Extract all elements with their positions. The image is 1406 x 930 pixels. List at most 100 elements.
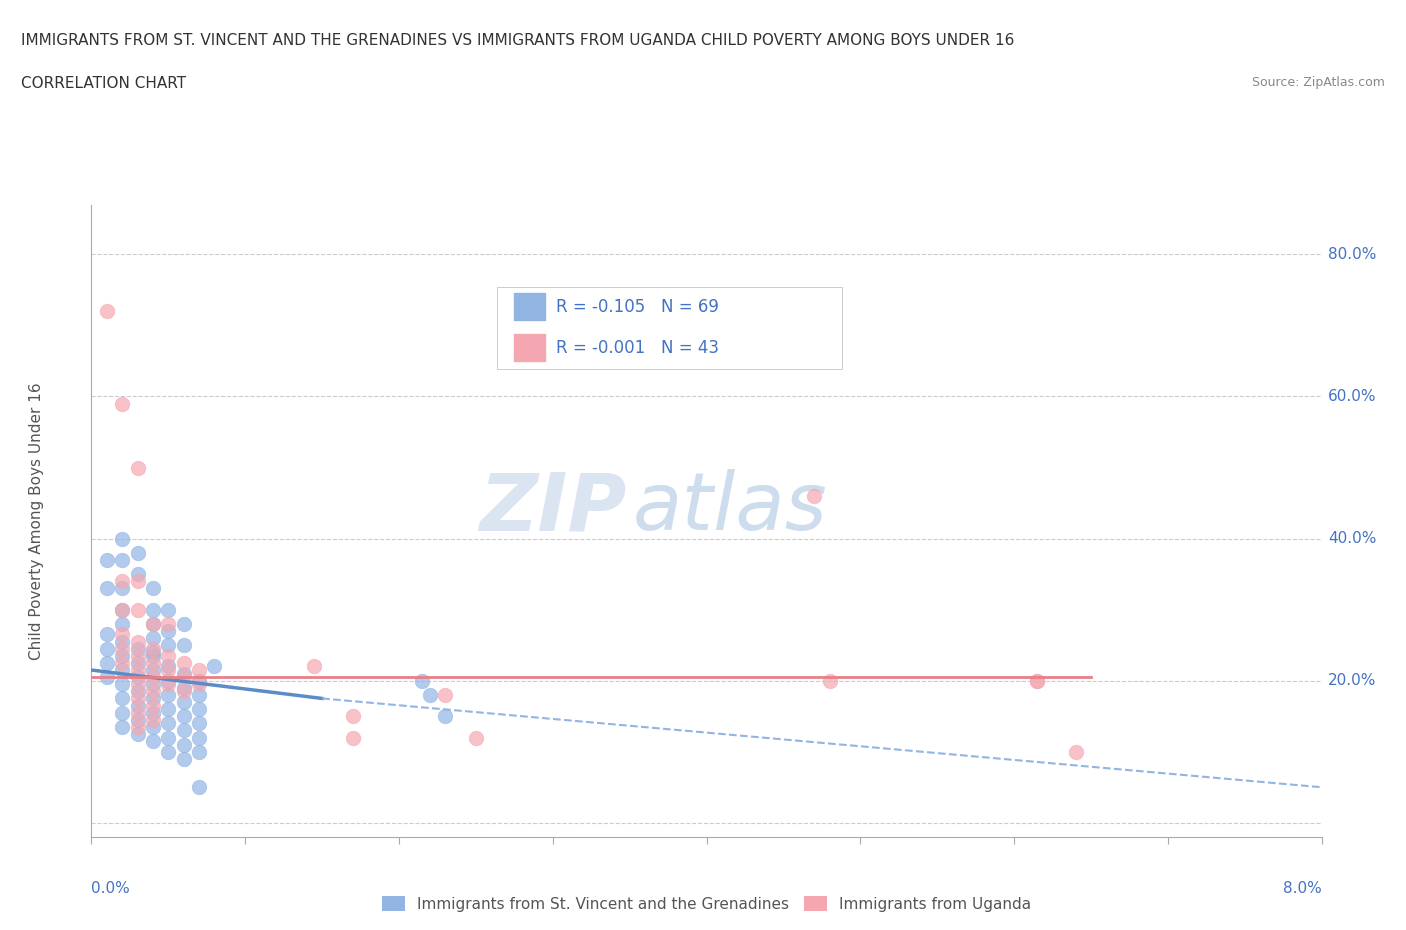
Point [127,726,149,741]
Point [111,648,134,663]
Point [188,701,211,716]
Point [96,670,118,684]
Point [111,691,134,706]
Point [342,709,364,724]
Point [304,659,326,674]
Point [157,603,180,618]
Point [127,670,149,684]
Point [127,603,149,618]
Text: R = -0.105   N = 69: R = -0.105 N = 69 [557,298,720,315]
Text: Source: ZipAtlas.com: Source: ZipAtlas.com [1251,76,1385,89]
Point [142,712,165,727]
Point [173,709,195,724]
Point [142,644,165,659]
Point [142,684,165,698]
Point [173,681,195,696]
Point [173,751,195,766]
Text: 80.0%: 80.0% [1327,246,1376,262]
Point [127,574,149,589]
Point [127,662,149,677]
Point [342,730,364,745]
Point [142,648,165,663]
Point [142,617,165,631]
Point [127,684,149,698]
Text: R = -0.001   N = 43: R = -0.001 N = 43 [557,339,720,356]
Point [96,627,118,642]
Text: 60.0%: 60.0% [1327,389,1376,404]
Point [111,705,134,720]
Point [157,730,180,745]
Point [1026,673,1049,688]
Point [157,677,180,692]
Point [188,780,211,795]
Point [464,730,486,745]
Text: 20.0%: 20.0% [1327,673,1376,688]
Point [111,396,134,411]
Point [127,712,149,727]
Point [157,623,180,638]
Point [157,716,180,731]
Point [173,684,195,698]
Point [188,673,211,688]
Point [111,642,134,657]
Point [142,662,165,677]
Point [127,460,149,475]
Point [818,673,841,688]
Point [111,634,134,649]
Point [127,648,149,663]
Point [111,720,134,735]
Point [173,695,195,710]
Point [142,617,165,631]
Text: Child Poverty Among Boys Under 16: Child Poverty Among Boys Under 16 [28,382,44,659]
Point [188,677,211,692]
Point [127,566,149,581]
Text: 8.0%: 8.0% [1282,882,1322,897]
Point [127,677,149,692]
Point [127,545,149,560]
Point [157,744,180,759]
Point [111,603,134,618]
Text: CORRELATION CHART: CORRELATION CHART [21,76,186,91]
Point [173,737,195,752]
Point [127,705,149,720]
Point [188,662,211,677]
Point [202,659,225,674]
Point [173,656,195,671]
Point [142,581,165,596]
Point [188,687,211,702]
Point [96,552,118,567]
Point [111,531,134,546]
Point [142,705,165,720]
Point [173,666,195,681]
Point [127,642,149,657]
Point [111,656,134,671]
Point [434,687,457,702]
Point [127,634,149,649]
Point [96,304,118,319]
Point [157,662,180,677]
Point [173,638,195,653]
Point [157,617,180,631]
Point [96,581,118,596]
Point [142,691,165,706]
Point [157,638,180,653]
Point [1064,744,1087,759]
Point [157,701,180,716]
Point [111,677,134,692]
Point [142,642,165,657]
Point [188,730,211,745]
Point [142,698,165,713]
Point [419,687,441,702]
Point [111,662,134,677]
Point [111,627,134,642]
Point [188,716,211,731]
Point [157,659,180,674]
Point [96,642,118,657]
Point [111,581,134,596]
Point [142,720,165,735]
Point [96,656,118,671]
Point [111,603,134,618]
Point [111,574,134,589]
Text: 0.0%: 0.0% [91,882,131,897]
Point [142,631,165,645]
